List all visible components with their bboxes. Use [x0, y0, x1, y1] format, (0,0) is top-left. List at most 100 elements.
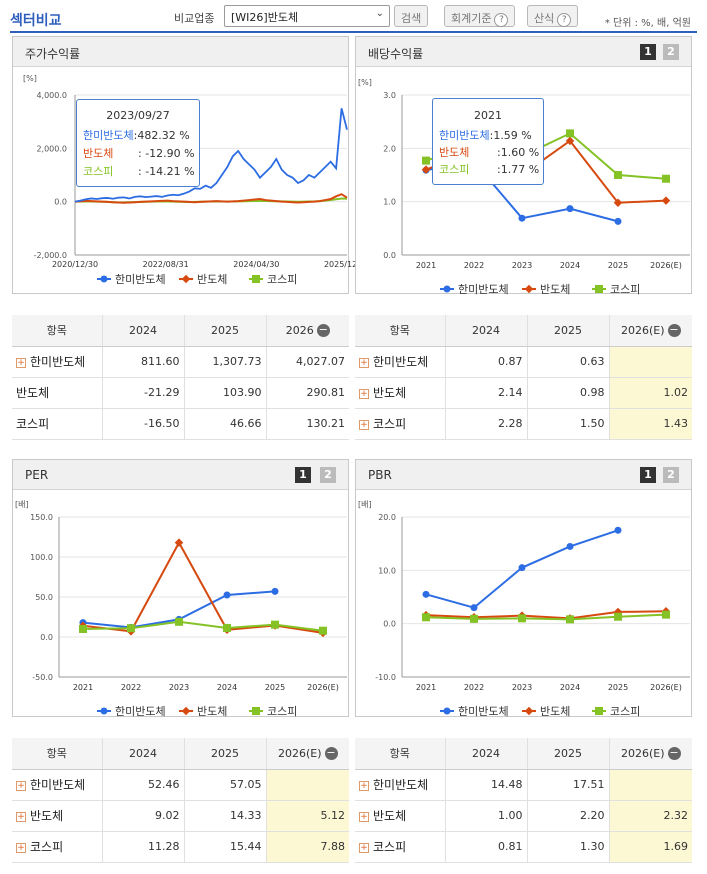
- table-cell: 2.32: [608, 800, 692, 832]
- tooltip-value: :1.60 %: [497, 146, 540, 159]
- collapse-icon[interactable]: −: [324, 746, 338, 760]
- table-cell: 9.02: [101, 800, 184, 832]
- column-header-label: 2024: [472, 323, 500, 337]
- table-cell: 5.12: [265, 800, 349, 832]
- sector-select-value: [WI26]반도체: [231, 11, 299, 24]
- data-point: [252, 275, 260, 283]
- expand-icon[interactable]: +: [359, 357, 369, 368]
- stock-return-panel: 주가수익률 [%] 4,000.0 2,000.0 0.0 -2,000.0 2020/1…: [12, 36, 370, 294]
- table-cell: 811.60: [101, 346, 184, 378]
- view-1-button[interactable]: 1: [640, 44, 656, 60]
- x-tick-label: 2022: [121, 683, 141, 692]
- expand-icon[interactable]: +: [16, 811, 26, 822]
- x-tick-label: 2023: [169, 683, 189, 692]
- chevron-down-icon: ⌄: [375, 8, 384, 19]
- sector-select[interactable]: [WI26]반도체 ⌄: [224, 5, 390, 27]
- x-tick-label: 2023: [512, 683, 532, 692]
- panel-title: PER: [25, 468, 49, 482]
- table-cell: 4,027.07: [265, 346, 349, 378]
- row-label-text: 코스피: [373, 417, 407, 431]
- data-point: [662, 610, 670, 619]
- data-point: [614, 217, 622, 225]
- column-header-label: 항목: [389, 324, 410, 338]
- table-row: + 코스피 0.81 1.30 1.69: [355, 831, 692, 863]
- page-title: 섹터비교: [10, 13, 62, 29]
- y-tick-label: 10.0: [378, 566, 396, 575]
- y-tick-label: 0.0: [383, 620, 396, 629]
- row-label: 코스피: [12, 408, 102, 440]
- x-tick-label: 2022/08/31: [143, 260, 189, 269]
- y-tick-label: 20.0: [378, 513, 396, 522]
- data-point: [127, 624, 135, 633]
- view-2-button[interactable]: 2: [663, 467, 679, 483]
- expand-icon[interactable]: +: [359, 842, 369, 853]
- table-cell: 2.28: [444, 408, 527, 440]
- search-button[interactable]: 검색: [394, 5, 429, 27]
- expand-icon[interactable]: +: [16, 780, 26, 791]
- formula-button[interactable]: 산식?: [527, 5, 579, 27]
- tooltip-date: 2023/09/27: [106, 109, 170, 122]
- y-unit-label: [%]: [358, 78, 372, 87]
- data-point: [566, 205, 574, 213]
- legend-label: 반도체: [197, 705, 227, 718]
- series-line: [425, 613, 667, 621]
- x-tick-label: 2024/04/30: [233, 260, 279, 269]
- x-tick-label: 2021: [416, 683, 436, 692]
- data-point: [595, 285, 603, 293]
- view-2-button[interactable]: 2: [663, 44, 679, 60]
- data-point: [566, 615, 574, 624]
- search-button-label: 검색: [401, 12, 422, 25]
- table-cell: [265, 769, 349, 801]
- table-cell: 1.02: [608, 377, 692, 409]
- legend-label: 한미반도체: [115, 705, 166, 718]
- collapse-icon[interactable]: −: [667, 323, 681, 337]
- column-header-label: 2026(E): [277, 746, 322, 760]
- accounting-basis-button[interactable]: 회계기준?: [444, 5, 516, 27]
- table-cell: 7.88: [265, 831, 349, 863]
- expand-icon[interactable]: +: [16, 842, 26, 853]
- row-label: + 한미반도체: [12, 769, 102, 801]
- view-2-button[interactable]: 2: [320, 467, 336, 483]
- table-row: + 코스피 11.28 15.44 7.88: [12, 831, 349, 863]
- expand-icon[interactable]: +: [359, 811, 369, 822]
- data-point: [79, 625, 87, 633]
- data-point: [252, 707, 260, 715]
- expand-icon[interactable]: +: [359, 780, 369, 791]
- y-tick-label: 100.0: [30, 553, 53, 562]
- data-point: [443, 285, 451, 293]
- column-header-label: 2024: [472, 746, 500, 760]
- pbr-table: 항목 2024 2025 2026(E) − + 한미반도체 14.48 17.51 + 반도체 1.…: [355, 738, 692, 863]
- panel-title: 배당수익률: [368, 47, 424, 61]
- y-unit-label: [%]: [23, 74, 37, 83]
- x-tick-label: 2024: [560, 683, 580, 692]
- table-row: + 코스피 2.28 1.50 1.43: [355, 408, 692, 440]
- row-label: + 코스피: [12, 831, 102, 863]
- row-label: + 반도체: [355, 377, 445, 409]
- table-cell: 1.50: [526, 408, 609, 440]
- data-point: [422, 613, 430, 622]
- row-label: + 한미반도체: [12, 346, 102, 378]
- data-point: [271, 620, 279, 629]
- data-point: [470, 604, 478, 612]
- table-cell: 103.90: [183, 377, 266, 409]
- data-point: [100, 707, 108, 715]
- table-cell: 52.46: [101, 769, 184, 801]
- collapse-icon[interactable]: −: [667, 746, 681, 760]
- expand-icon[interactable]: +: [359, 419, 369, 430]
- collapse-icon[interactable]: −: [316, 323, 330, 337]
- data-point: [443, 707, 451, 715]
- compare-label: 비교업종: [174, 12, 215, 25]
- view-1-button[interactable]: 1: [640, 467, 656, 483]
- legend-label: 코스피: [610, 705, 640, 718]
- data-point: [181, 706, 191, 716]
- panel-title: 주가수익률: [25, 47, 81, 61]
- expand-icon[interactable]: +: [16, 357, 26, 368]
- tooltip-date: 2021: [474, 109, 502, 122]
- view-1-button[interactable]: 1: [295, 467, 311, 483]
- unit-note: * 단위 : %, 배, 억원: [604, 18, 691, 29]
- table-row: + 반도체 9.02 14.33 5.12: [12, 800, 349, 832]
- tooltip-value: :1.59 %: [489, 129, 532, 142]
- row-label-text: 코스피: [16, 417, 50, 431]
- expand-icon[interactable]: +: [359, 388, 369, 399]
- table-cell: -16.50: [101, 408, 184, 440]
